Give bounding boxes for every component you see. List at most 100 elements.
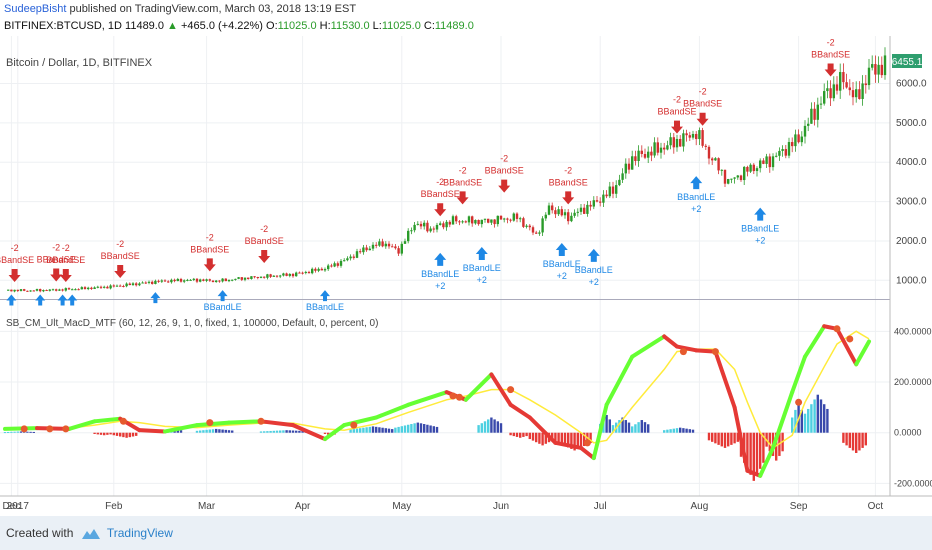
y-tick-label: 1000.0 bbox=[896, 275, 927, 286]
cross-point bbox=[507, 386, 515, 394]
created-with-text: Created with bbox=[6, 526, 74, 540]
histogram-bar bbox=[19, 431, 23, 433]
histogram-bar bbox=[717, 432, 720, 445]
pane-separator[interactable] bbox=[0, 299, 890, 300]
cross-point bbox=[257, 417, 265, 425]
candle-body bbox=[778, 150, 781, 156]
histogram-bar bbox=[570, 432, 573, 449]
histogram-bar bbox=[371, 426, 375, 433]
candle-body bbox=[186, 279, 189, 281]
histogram-bar bbox=[298, 430, 301, 433]
histogram-bar bbox=[522, 432, 525, 437]
macd-line-segment bbox=[579, 445, 596, 461]
short-signal-qty: -2 bbox=[436, 177, 444, 187]
macd-line-segment bbox=[630, 334, 667, 359]
histogram-bar bbox=[378, 427, 381, 433]
candle-body bbox=[64, 288, 67, 291]
short-arrow-icon bbox=[671, 120, 683, 134]
histogram-bar bbox=[13, 431, 16, 433]
histogram-bar bbox=[803, 413, 807, 433]
y-tick-label: 3000.0 bbox=[896, 197, 927, 208]
histogram-bar bbox=[848, 432, 851, 448]
histogram-bar bbox=[685, 428, 688, 433]
candle-body bbox=[835, 84, 839, 91]
histogram-bar bbox=[583, 432, 586, 447]
long-arrow-icon bbox=[67, 294, 78, 306]
candle-body bbox=[794, 134, 797, 147]
short-signal-qty: -2 bbox=[673, 95, 681, 105]
histogram-bar bbox=[375, 426, 378, 433]
price-axis[interactable]: 1000.0 2000.0 3000.0 4000.0 5000.0 6000.0 bbox=[896, 79, 927, 287]
candle-body bbox=[323, 269, 327, 271]
histogram-bar bbox=[813, 399, 816, 433]
candle-body bbox=[256, 276, 259, 278]
histogram-bar bbox=[608, 419, 611, 433]
histogram-bar bbox=[205, 429, 208, 433]
high-label: H: bbox=[319, 20, 331, 32]
high-value: 11530.0 bbox=[330, 20, 370, 32]
histogram-bar bbox=[410, 424, 413, 433]
candle-body bbox=[451, 216, 455, 225]
macd-line-segment bbox=[553, 440, 583, 450]
low-value: 11025.0 bbox=[381, 20, 421, 32]
candle-body bbox=[787, 142, 791, 156]
candle-body bbox=[221, 278, 224, 282]
short-signal-qty: -2 bbox=[52, 243, 60, 253]
chart-area[interactable]: Bitcoin / Dollar, 1D, BITFINEX SB_CM_Ult… bbox=[0, 36, 932, 516]
x-tick-label: Aug bbox=[691, 501, 709, 512]
candle-body bbox=[355, 251, 359, 258]
histogram-bar bbox=[176, 429, 179, 433]
short-arrow-icon bbox=[50, 268, 63, 282]
author-link[interactable]: SudeepBisht bbox=[4, 3, 67, 15]
histogram-bar bbox=[800, 409, 803, 433]
histogram-bar bbox=[279, 430, 282, 433]
long-arrow-icon bbox=[475, 246, 488, 260]
candle-body bbox=[720, 169, 723, 171]
histogram-bar bbox=[10, 431, 13, 433]
candle-body bbox=[605, 194, 608, 197]
candle-body bbox=[307, 271, 311, 274]
candle-body bbox=[595, 200, 599, 202]
candle-body bbox=[615, 185, 618, 194]
histogram-bar bbox=[589, 432, 592, 444]
macd-line-segment bbox=[67, 419, 97, 431]
candle-body bbox=[179, 279, 183, 282]
y-tick-label: 2000.0 bbox=[896, 236, 927, 247]
cross-point bbox=[46, 425, 54, 433]
candle-body bbox=[746, 166, 749, 172]
histogram-bar bbox=[749, 432, 752, 475]
macd-line-segment bbox=[803, 324, 827, 359]
candle-body bbox=[32, 290, 35, 292]
histogram-bar bbox=[218, 429, 221, 433]
candle-body bbox=[573, 212, 576, 216]
histogram-bar bbox=[208, 429, 211, 433]
candle-body bbox=[199, 279, 202, 282]
candle-body bbox=[71, 289, 74, 291]
histogram-bar bbox=[496, 421, 499, 433]
histogram-bar bbox=[544, 432, 547, 444]
short-signal-label: BBandSE bbox=[549, 177, 588, 187]
indicator-axis[interactable]: -200.0000 0.0000 200.0000 400.0000 bbox=[894, 326, 932, 488]
histogram-bar bbox=[794, 409, 797, 433]
histogram-bar bbox=[624, 420, 627, 433]
candle-body bbox=[599, 201, 602, 203]
y-tick-label: -200.0000 bbox=[894, 478, 932, 488]
signal-line bbox=[4, 330, 870, 449]
candle-body bbox=[314, 268, 317, 271]
long-signal-label: BBandLE bbox=[463, 263, 501, 273]
histogram-bar bbox=[666, 429, 669, 433]
candle-body bbox=[567, 212, 570, 222]
tradingview-brand[interactable]: TradingView bbox=[106, 526, 173, 540]
histogram-bar bbox=[416, 422, 419, 433]
short-signal-qty: -2 bbox=[116, 239, 124, 249]
candle-body bbox=[512, 213, 515, 221]
long-arrow-icon bbox=[555, 243, 568, 257]
macd-line-segment bbox=[259, 419, 295, 428]
candle-body bbox=[58, 289, 61, 291]
histogram-bar bbox=[512, 432, 515, 437]
histogram-bar bbox=[259, 431, 263, 433]
histogram-bar bbox=[3, 432, 7, 434]
short-arrow-icon bbox=[59, 268, 72, 282]
candle-body bbox=[243, 277, 247, 280]
